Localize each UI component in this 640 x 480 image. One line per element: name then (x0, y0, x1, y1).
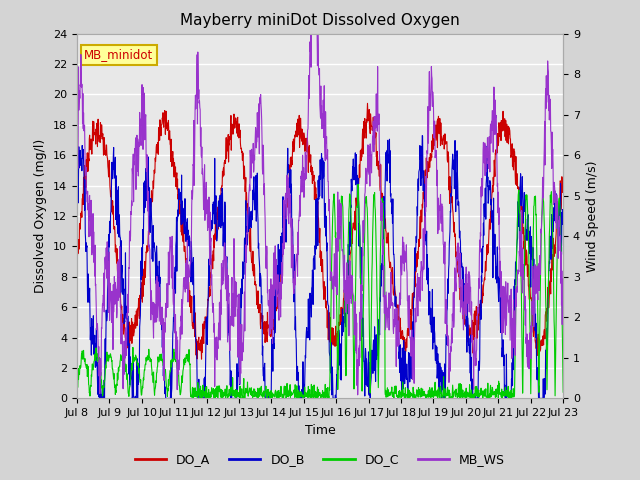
Title: Mayberry miniDot Dissolved Oxygen: Mayberry miniDot Dissolved Oxygen (180, 13, 460, 28)
Text: MB_minidot: MB_minidot (84, 48, 154, 61)
Legend: DO_A, DO_B, DO_C, MB_WS: DO_A, DO_B, DO_C, MB_WS (130, 448, 510, 471)
X-axis label: Time: Time (305, 424, 335, 437)
Y-axis label: Wind Speed (m/s): Wind Speed (m/s) (586, 160, 598, 272)
Y-axis label: Dissolved Oxygen (mg/l): Dissolved Oxygen (mg/l) (35, 139, 47, 293)
